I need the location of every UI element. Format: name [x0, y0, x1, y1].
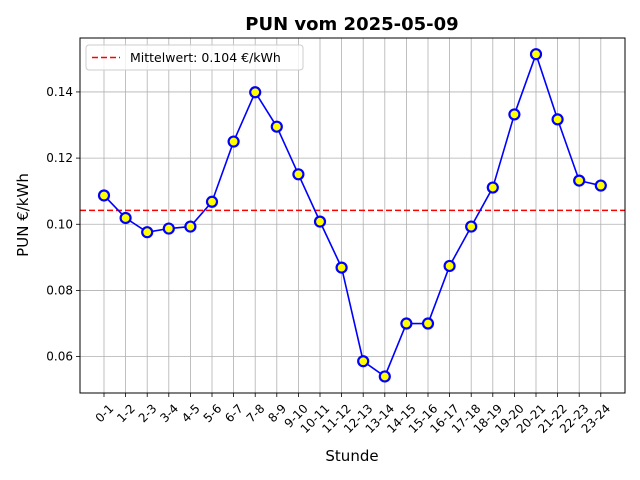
legend-label: Mittelwert: 0.104 €/kWh	[130, 50, 281, 65]
data-point	[357, 355, 370, 368]
data-point	[205, 195, 219, 208]
data-point	[378, 370, 391, 383]
data-point	[249, 86, 262, 99]
y-axis-ticks: 0.06 0.08 0.10 0.12 0.14	[46, 85, 80, 364]
y-axis-label: PUN €/kWh	[14, 173, 32, 257]
grid	[80, 38, 625, 393]
data-point	[141, 226, 154, 239]
data-point	[227, 135, 240, 148]
data-point	[465, 220, 478, 233]
y-tick-label: 0.14	[46, 85, 73, 99]
data-point	[335, 261, 348, 274]
y-tick-label: 0.06	[46, 350, 73, 364]
plot-frame	[79, 37, 626, 394]
data-point	[313, 215, 327, 228]
y-tick-label: 0.08	[46, 283, 73, 297]
x-axis-label: Stunde	[325, 447, 378, 465]
data-point	[421, 317, 435, 330]
legend: Mittelwert: 0.104 €/kWh	[85, 44, 304, 71]
data-point	[594, 179, 607, 192]
chart-title: PUN vom 2025-05-09	[245, 14, 458, 35]
data-point	[119, 211, 132, 225]
data-point	[508, 108, 521, 121]
data-point	[573, 174, 586, 187]
data-point	[400, 317, 413, 330]
data-point	[529, 48, 543, 61]
data-point	[184, 220, 197, 233]
data-point	[270, 120, 283, 133]
legend-box	[85, 44, 304, 71]
data-point	[97, 189, 111, 202]
data-point	[486, 181, 499, 194]
y-tick-label: 0.12	[46, 151, 73, 165]
series-pun	[97, 48, 607, 383]
y-tick-label: 0.10	[46, 217, 73, 231]
data-point	[443, 259, 456, 273]
data-point	[292, 168, 305, 181]
data-point	[551, 113, 564, 126]
data-point	[162, 222, 175, 235]
